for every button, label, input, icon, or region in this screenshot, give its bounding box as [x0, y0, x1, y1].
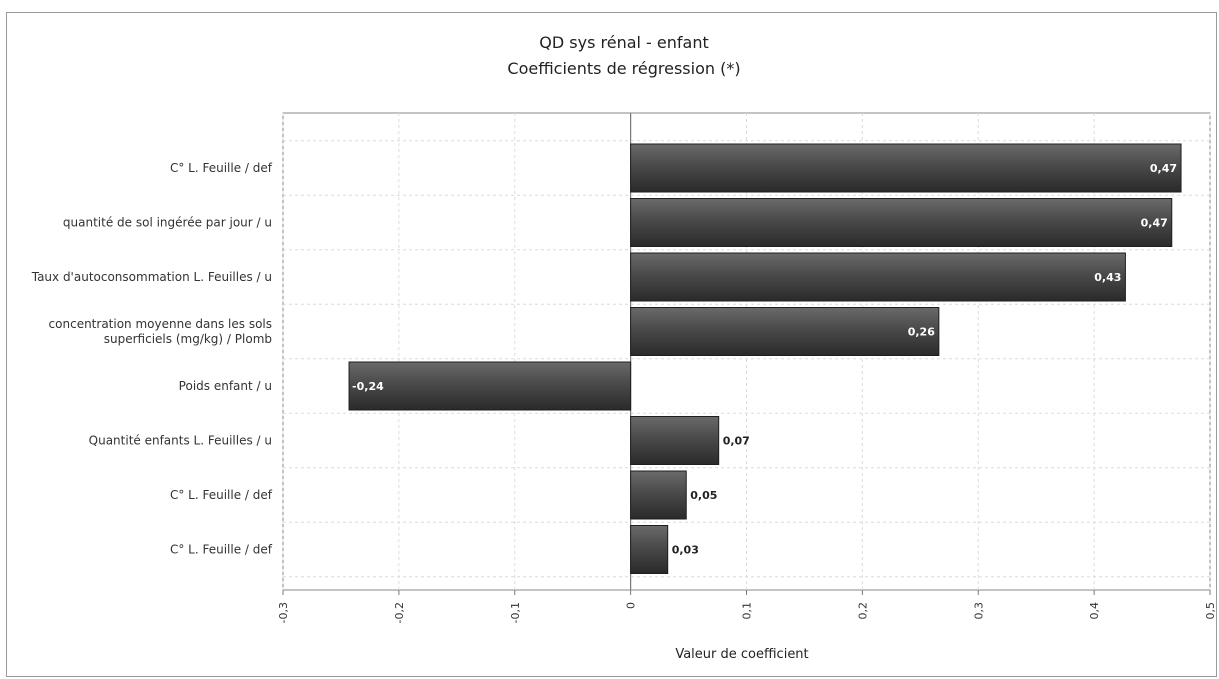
x-tick-label: 0,3: [972, 602, 985, 620]
category-label: superficiels (mg/kg) / Plomb: [104, 332, 272, 346]
x-tick-label: 0: [625, 602, 638, 609]
x-tick-label: 0,2: [856, 602, 869, 620]
bar: [630, 470, 687, 520]
data-label: 0,47: [1141, 217, 1168, 230]
x-axis-ticks: -0,3 -0,2 -0,1 0 0,1 0,2 0,3 0,4 0,5: [277, 590, 1217, 623]
data-label: 0,07: [723, 435, 750, 448]
category-label: C° L. Feuille / def: [170, 161, 273, 175]
x-tick-label: -0,1: [509, 602, 522, 623]
x-tick-label: -0,2: [393, 602, 406, 623]
data-label: 0,05: [690, 489, 717, 502]
category-label: C° L. Feuille / def: [170, 488, 273, 502]
data-label: 0,26: [908, 326, 935, 339]
bar: [630, 198, 1173, 247]
data-label: 0,43: [1094, 271, 1121, 284]
bar: [630, 252, 1126, 302]
category-label: C° L. Feuille / def: [170, 543, 273, 557]
bar: [630, 525, 669, 574]
category-labels: C° L. Feuille / def quantité de sol ingér…: [31, 161, 273, 557]
bar: [630, 143, 1182, 193]
data-label: 0,47: [1150, 162, 1177, 175]
x-tick-label: 0,4: [1088, 602, 1101, 620]
category-label: Quantité enfants L. Feuilles / u: [89, 434, 272, 448]
bar: [348, 361, 632, 411]
data-label: 0,03: [672, 544, 699, 557]
category-label: Taux d'autoconsommation L. Feuilles / u: [31, 270, 272, 284]
x-axis-title: Valeur de coefficient: [675, 647, 808, 662]
bar: [630, 416, 720, 465]
chart-subtitle: Coefficients de régression (*): [507, 59, 740, 78]
x-tick-label: 0,1: [741, 602, 754, 620]
x-tick-label: 0,5: [1204, 602, 1217, 620]
data-label: -0,24: [352, 380, 384, 393]
category-label: concentration moyenne dans les sols: [49, 317, 272, 331]
category-label: quantité de sol ingérée par jour / u: [63, 216, 272, 230]
category-label: Poids enfant / u: [179, 379, 272, 393]
x-tick-label: -0,3: [277, 602, 290, 623]
bar: [630, 307, 940, 356]
chart-title: QD sys rénal - enfant: [539, 33, 708, 52]
bars: 0,47 0,47 0,43 0,26 -0,24 0,07 0,05 0,03: [348, 143, 1182, 574]
